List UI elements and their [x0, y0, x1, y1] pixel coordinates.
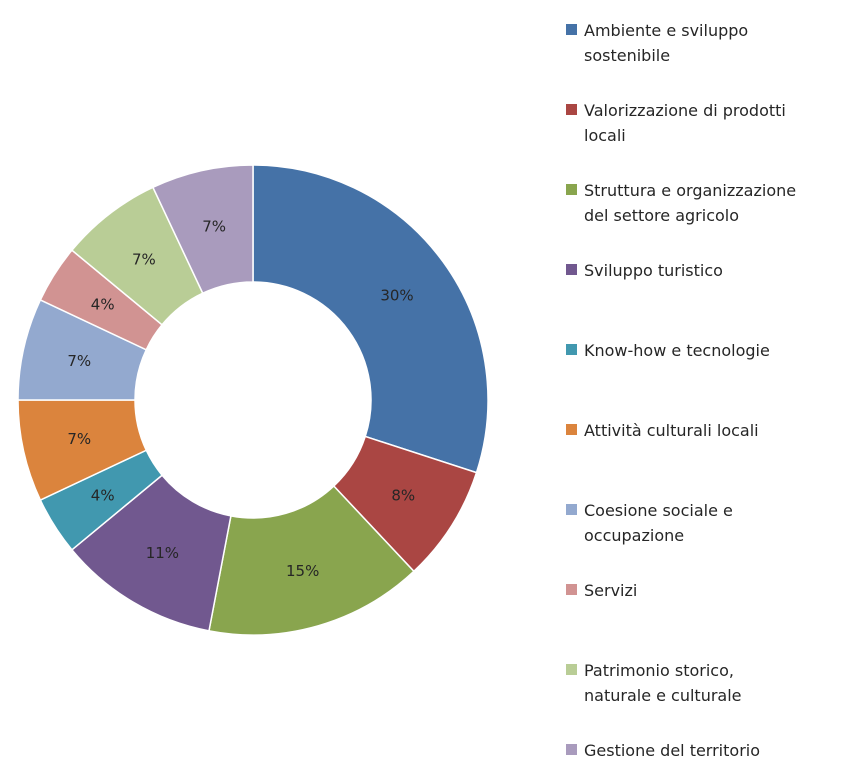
legend-label-line: sostenibile	[584, 46, 671, 65]
legend-item: Struttura e organizzazione del settore ag…	[566, 178, 866, 228]
slice-data-label-4: 11%	[146, 544, 179, 562]
legend-label-line: Coesione sociale e	[584, 501, 733, 520]
legend-item: Attività culturali locali	[566, 418, 866, 443]
legend-label-line: Attività culturali locali	[584, 421, 759, 440]
legend-label: Know-how e tecnologie	[584, 338, 864, 363]
legend-swatch	[566, 664, 577, 675]
slice-data-label-1: 30%	[380, 286, 413, 304]
legend-label-line: Ambiente e sviluppo	[584, 21, 749, 40]
legend-label: Sviluppo turistico	[584, 258, 864, 283]
legend-item: Ambiente e sviluppo sostenibile	[566, 18, 866, 68]
donut-chart: 30% 8% 15% 11% 4% 7% 7% 4% 7% 7%	[17, 164, 489, 636]
slice-data-label-3: 15%	[286, 562, 319, 580]
legend-label: Struttura e organizzazione del settore ag…	[584, 178, 864, 228]
legend-label: Gestione del territorio	[584, 738, 864, 763]
legend-label-line: Gestione del territorio	[584, 741, 760, 760]
donut-slice-10	[151, 164, 254, 295]
donut-data-labels: 30% 8% 15% 11% 4% 7% 7% 4% 7% 7%	[67, 217, 415, 580]
slice-data-label-5: 4%	[91, 486, 115, 504]
legend-label: Coesione sociale e occupazione	[584, 498, 864, 548]
legend-item: Know-how e tecnologie	[566, 338, 866, 363]
donut-slices	[17, 164, 489, 636]
legend-item: Patrimonio storico, naturale e culturale	[566, 658, 866, 708]
legend-label-line: Patrimonio storico,	[584, 661, 734, 680]
legend-swatch	[566, 344, 577, 355]
legend-label: Valorizzazione di prodotti locali	[584, 98, 864, 148]
legend-swatch	[566, 744, 577, 755]
legend-label-line: del settore agricolo	[584, 206, 740, 225]
slice-data-label-2: 8%	[391, 486, 415, 504]
legend-swatch	[566, 24, 577, 35]
legend-item: Sviluppo turistico	[566, 258, 866, 283]
slice-data-label-6: 7%	[67, 430, 91, 448]
legend-swatch	[566, 504, 577, 515]
slice-data-label-9: 7%	[132, 250, 156, 268]
legend-swatch	[566, 104, 577, 115]
donut-slice-3	[208, 484, 415, 636]
slice-data-label-8: 4%	[91, 296, 115, 314]
legend-label-line: Sviluppo turistico	[584, 261, 723, 280]
legend-item: Gestione del territorio	[566, 738, 866, 763]
legend-label-line: naturale e culturale	[584, 686, 742, 705]
legend-label: Patrimonio storico, naturale e culturale	[584, 658, 864, 708]
legend-item: Valorizzazione di prodotti locali	[566, 98, 866, 148]
legend-label-line: Servizi	[584, 581, 638, 600]
legend-label-line: locali	[584, 126, 626, 145]
legend-label-line: Valorizzazione di prodotti	[584, 101, 786, 120]
legend-swatch	[566, 424, 577, 435]
slice-data-label-10: 7%	[202, 217, 226, 235]
legend-label: Ambiente e sviluppo sostenibile	[584, 18, 864, 68]
legend-label: Attività culturali locali	[584, 418, 864, 443]
legend-label: Servizi	[584, 578, 864, 603]
donut-slice-1	[252, 164, 489, 474]
legend-item: Servizi	[566, 578, 866, 603]
slice-data-label-7: 7%	[67, 352, 91, 370]
legend-swatch	[566, 584, 577, 595]
legend-label-line: Know-how e tecnologie	[584, 341, 770, 360]
legend-label-line: occupazione	[584, 526, 685, 545]
legend-item: Coesione sociale e occupazione	[566, 498, 866, 548]
legend-label-line: Struttura e organizzazione	[584, 181, 797, 200]
legend-swatch	[566, 184, 577, 195]
legend-swatch	[566, 264, 577, 275]
